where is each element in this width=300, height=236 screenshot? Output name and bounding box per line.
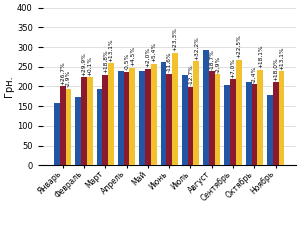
Bar <box>188 87 194 165</box>
Bar <box>124 72 130 165</box>
Bar <box>160 62 166 165</box>
Bar <box>87 77 93 165</box>
Text: +29,9%: +29,9% <box>82 52 86 76</box>
Text: +5,4%: +5,4% <box>151 42 156 62</box>
Text: +13,1%: +13,1% <box>279 46 284 70</box>
Bar <box>267 95 273 165</box>
Bar <box>108 63 114 165</box>
Text: +0,1%: +0,1% <box>87 56 92 76</box>
Text: +18,0%: +18,0% <box>273 57 278 81</box>
Text: +23,3%: +23,3% <box>172 27 177 51</box>
Bar <box>194 61 199 165</box>
Bar <box>246 83 251 165</box>
Bar <box>236 60 242 165</box>
Bar <box>130 67 135 165</box>
Text: -2,9%: -2,9% <box>215 55 220 73</box>
Text: -11,6%: -11,6% <box>167 52 172 72</box>
Bar <box>251 84 257 165</box>
Bar <box>75 97 81 165</box>
Bar <box>145 69 151 165</box>
Text: +2,0%: +2,0% <box>146 47 150 67</box>
Bar <box>151 63 157 165</box>
Bar <box>203 50 209 165</box>
Text: +4,5%: +4,5% <box>130 46 135 66</box>
Bar <box>139 71 145 165</box>
Bar <box>54 103 60 165</box>
Text: +22,5%: +22,5% <box>236 35 241 59</box>
Bar <box>257 70 263 165</box>
Bar <box>102 75 108 165</box>
Text: +13,1%: +13,1% <box>109 38 113 62</box>
Text: -18,7%: -18,7% <box>209 49 214 70</box>
Bar <box>66 89 71 165</box>
Text: -12,7%: -12,7% <box>188 64 193 85</box>
Text: +32,2%: +32,2% <box>194 36 199 60</box>
Text: +7,0%: +7,0% <box>231 58 236 78</box>
Text: +26,7%: +26,7% <box>60 61 65 85</box>
Bar <box>97 89 102 165</box>
Bar <box>224 85 230 165</box>
Text: -2,9%: -2,9% <box>66 70 71 87</box>
Bar <box>279 72 284 165</box>
Bar <box>215 74 220 165</box>
Bar <box>273 83 279 165</box>
Bar <box>60 86 66 165</box>
Bar <box>81 77 87 165</box>
Bar <box>166 74 172 165</box>
Bar <box>230 79 236 165</box>
Text: +18,8%: +18,8% <box>103 50 108 73</box>
Bar <box>182 76 188 165</box>
Text: -2,4%: -2,4% <box>252 66 257 83</box>
Y-axis label: Грн.: Грн. <box>4 76 14 97</box>
Bar <box>118 72 124 165</box>
Bar <box>209 72 215 165</box>
Bar <box>172 53 178 165</box>
Text: +18,1%: +18,1% <box>258 45 262 68</box>
Text: -0,5%: -0,5% <box>124 53 129 70</box>
